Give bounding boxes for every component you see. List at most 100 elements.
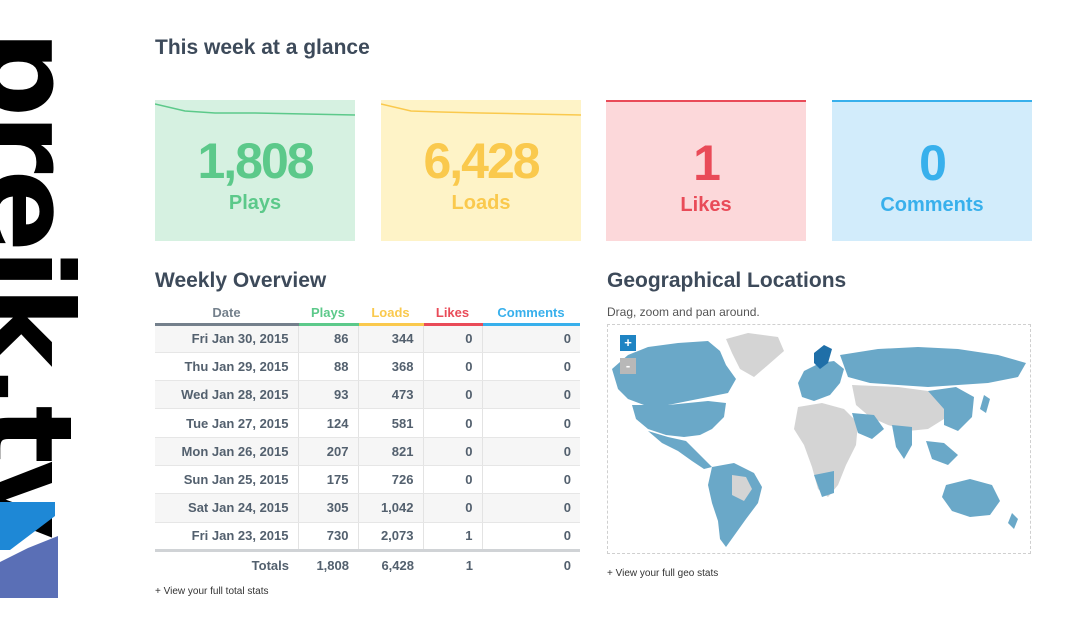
world-map-graphic[interactable] (608, 325, 1030, 553)
map-africa (794, 403, 858, 497)
comments-label: Comments (880, 194, 984, 216)
cell-likes: 0 (423, 352, 483, 382)
column-header-date: Date (155, 303, 298, 326)
plays-count: 1,808 (197, 133, 314, 189)
map-russia (840, 347, 1026, 387)
cell-loads: 726 (358, 465, 424, 495)
cell-comments: 0 (482, 493, 580, 523)
likes-card: 1 Likes (606, 100, 806, 241)
cell-loads: 821 (358, 437, 424, 466)
cell-loads: 2,073 (358, 522, 424, 552)
totals-row: Totals 1,808 6,428 1 0 (155, 550, 580, 580)
cell-likes: 1 (423, 522, 483, 552)
totals-comments: 0 (482, 550, 580, 580)
loads-sparkline (381, 103, 581, 116)
totals-label: Totals (155, 550, 298, 580)
loads-card: 6,428 Loads (381, 100, 581, 241)
cell-date: Fri Jan 30, 2015 (155, 324, 299, 353)
cell-comments: 0 (482, 324, 580, 353)
likes-label: Likes (680, 194, 732, 216)
cell-plays: 175 (298, 465, 359, 495)
cell-likes: 0 (423, 437, 483, 466)
cell-loads: 368 (358, 352, 424, 382)
cell-plays: 93 (298, 380, 359, 410)
geo-subtitle: Drag, zoom and pan around. (607, 305, 760, 319)
cell-loads: 581 (358, 408, 424, 438)
map-scandinavia (814, 345, 832, 369)
cell-comments: 0 (482, 408, 580, 438)
cell-plays: 88 (298, 352, 359, 382)
logo: preik.tv (0, 0, 110, 627)
cell-plays: 305 (298, 493, 359, 523)
map-asia-east (928, 387, 974, 431)
table-row: Fri Jan 23, 2015 730 2,073 1 0 (155, 522, 580, 552)
cell-likes: 0 (423, 465, 483, 495)
cell-date: Thu Jan 29, 2015 (155, 352, 299, 382)
column-header-comments: Comments (482, 303, 580, 326)
cell-comments: 0 (482, 465, 580, 495)
cell-likes: 0 (423, 408, 483, 438)
table-row: Tue Jan 27, 2015 124 581 0 0 (155, 408, 580, 438)
totals-likes: 1 (423, 550, 482, 580)
table-row: Thu Jan 29, 2015 88 368 0 0 (155, 352, 580, 382)
map-south-america-inactive (732, 475, 752, 501)
map-africa-active (814, 471, 834, 497)
cell-likes: 0 (423, 493, 483, 523)
cell-likes: 0 (423, 324, 483, 353)
map-japan (980, 395, 990, 413)
table-header-row: Date Plays Loads Likes Comments (155, 303, 580, 326)
comments-card: 0 Comments (832, 100, 1032, 241)
table-row: Mon Jan 26, 2015 207 821 0 0 (155, 437, 580, 466)
map-india (892, 425, 912, 459)
table-row: Sat Jan 24, 2015 305 1,042 0 0 (155, 493, 580, 523)
cell-loads: 1,042 (358, 493, 424, 523)
zoom-out-button[interactable]: - (620, 358, 636, 374)
cell-date: Sat Jan 24, 2015 (155, 493, 299, 523)
cell-likes: 0 (423, 380, 483, 410)
cell-date: Sun Jan 25, 2015 (155, 465, 299, 495)
loads-label: Loads (451, 192, 511, 214)
comments-count: 0 (919, 135, 947, 191)
cell-date: Mon Jan 26, 2015 (155, 437, 299, 466)
cell-plays: 730 (298, 522, 359, 552)
map-greenland (726, 333, 784, 377)
cell-loads: 473 (358, 380, 424, 410)
cell-loads: 344 (358, 324, 424, 353)
table-row: Sun Jan 25, 2015 175 726 0 0 (155, 465, 580, 495)
cell-plays: 124 (298, 408, 359, 438)
view-geo-stats-link[interactable]: + View your full geo stats (607, 568, 719, 579)
logo-text: preik.tv (0, 30, 98, 536)
map-middle-east (852, 413, 884, 439)
map-usa (632, 401, 726, 437)
cell-comments: 0 (482, 522, 580, 552)
cell-date: Wed Jan 28, 2015 (155, 380, 299, 410)
plays-label: Plays (228, 192, 282, 214)
world-map[interactable]: + - (607, 324, 1031, 554)
cell-date: Fri Jan 23, 2015 (155, 522, 299, 552)
map-australia (942, 479, 1000, 517)
cell-comments: 0 (482, 380, 580, 410)
view-total-stats-link[interactable]: + View your full total stats (155, 586, 269, 597)
logo-mark-icon (0, 502, 58, 598)
plays-sparkline (155, 103, 355, 116)
cell-plays: 86 (298, 324, 359, 353)
map-canada (612, 341, 736, 405)
column-header-loads: Loads (358, 303, 423, 326)
cell-comments: 0 (482, 352, 580, 382)
weekly-table: Date Plays Loads Likes Comments Fri Jan … (155, 303, 580, 580)
table-row: Wed Jan 28, 2015 93 473 0 0 (155, 380, 580, 410)
totals-plays: 1,808 (298, 550, 358, 580)
table-row: Fri Jan 30, 2015 86 344 0 0 (155, 324, 580, 353)
column-header-likes: Likes (423, 303, 482, 326)
map-mexico (648, 431, 712, 469)
geo-title: Geographical Locations (607, 269, 847, 292)
cell-comments: 0 (482, 437, 580, 466)
plays-card: 1,808 Plays (155, 100, 355, 241)
weekly-overview-title: Weekly Overview (155, 269, 327, 292)
page-title: This week at a glance (155, 36, 370, 59)
map-southeast-asia (926, 441, 958, 465)
cell-date: Tue Jan 27, 2015 (155, 408, 299, 438)
map-europe (798, 361, 844, 401)
zoom-in-button[interactable]: + (620, 335, 636, 351)
loads-count: 6,428 (423, 133, 540, 189)
